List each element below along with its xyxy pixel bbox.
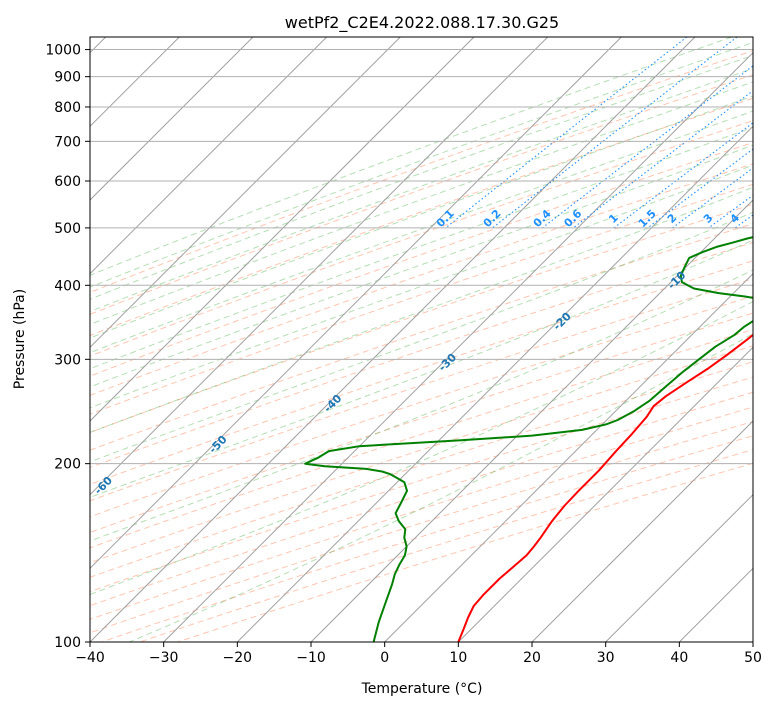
dry-adiabat bbox=[90, 329, 753, 549]
axes: −40 −30 −20 −10 0 10 20 30 40 50 100 200 300 400 500 60… bbox=[45, 36, 762, 666]
x-tick-label: −30 bbox=[149, 650, 179, 666]
x-tick-label: −10 bbox=[296, 650, 326, 666]
isotherm-line bbox=[90, 37, 475, 422]
x-tick-label: 0 bbox=[380, 650, 389, 666]
isotherm-line bbox=[90, 37, 622, 570]
isotherm-line bbox=[163, 51, 753, 642]
x-tick-label: 50 bbox=[744, 650, 762, 666]
x-tick-label: 20 bbox=[523, 650, 541, 666]
moist-adiabat bbox=[90, 41, 753, 288]
y-axis-title: Pressure (hPa) bbox=[12, 289, 28, 389]
y-tick-label: 700 bbox=[54, 134, 81, 150]
x-tick-label: 10 bbox=[449, 650, 467, 666]
y-tick-label: 600 bbox=[54, 174, 81, 190]
y-tick-label: 200 bbox=[54, 457, 81, 473]
dry-adiabat bbox=[90, 142, 753, 377]
isotherm-line bbox=[90, 37, 549, 496]
mixing-ratio-line bbox=[542, 65, 753, 229]
isotherm-line bbox=[90, 37, 328, 275]
dry-adiabat bbox=[90, 50, 753, 293]
moist-adiabat bbox=[90, 54, 753, 300]
mixing-ratio-line bbox=[613, 122, 753, 229]
isotherm-line bbox=[384, 272, 753, 642]
dry-adiabat bbox=[90, 183, 753, 415]
moist-adiabat bbox=[90, 239, 753, 498]
dry-adiabat bbox=[139, 449, 753, 642]
moist-adiabat bbox=[90, 144, 753, 388]
dry-adiabat bbox=[90, 97, 753, 337]
moist-adiabat bbox=[90, 126, 753, 370]
isotherm-line bbox=[90, 37, 401, 349]
isotherm-line bbox=[531, 420, 753, 642]
moist-adiabat bbox=[90, 301, 753, 596]
dewpoint-profile bbox=[304, 236, 753, 642]
moist-adiabat bbox=[90, 37, 732, 276]
chart-title: wetPf2_C2E4.2022.088.17.30.G25 bbox=[285, 13, 559, 33]
isotherm-line bbox=[457, 346, 753, 642]
dry-adiabat bbox=[101, 435, 753, 642]
dry-adiabat bbox=[90, 361, 753, 578]
isotherm-line bbox=[310, 199, 753, 642]
moist-adiabat bbox=[90, 164, 753, 409]
mixing-ratio-line bbox=[445, 37, 688, 229]
moist-adiabat bbox=[90, 67, 753, 313]
y-tick-label: 300 bbox=[54, 352, 81, 368]
moist-adiabat bbox=[90, 110, 753, 354]
x-axis-title: Temperature (°C) bbox=[361, 681, 483, 697]
moist-adiabat bbox=[129, 333, 753, 642]
y-tick-label: 1000 bbox=[45, 43, 81, 59]
plot-frame bbox=[89, 36, 754, 643]
y-tick-label: 400 bbox=[54, 278, 81, 294]
dry-adiabat bbox=[90, 120, 753, 357]
mixing-ratio-line bbox=[672, 167, 753, 229]
y-tick-label: 800 bbox=[54, 100, 81, 116]
moist-adiabat bbox=[90, 186, 753, 433]
dry-adiabat bbox=[177, 462, 753, 642]
dry-adiabat bbox=[90, 163, 753, 396]
x-tick-label: 30 bbox=[597, 650, 615, 666]
y-tick-label: 100 bbox=[54, 635, 81, 651]
dry-adiabat bbox=[90, 345, 753, 564]
x-tick-label: −20 bbox=[223, 650, 253, 666]
y-tick-label: 500 bbox=[54, 221, 81, 237]
isotherm-line bbox=[90, 37, 254, 201]
moist-adiabat bbox=[90, 211, 753, 463]
isotherm-line bbox=[605, 493, 753, 642]
x-tick-label: 40 bbox=[670, 650, 688, 666]
isotherm-line bbox=[236, 125, 753, 642]
y-tick-label: 900 bbox=[54, 70, 81, 86]
x-tick-label: −40 bbox=[75, 650, 105, 666]
isotherm-line bbox=[90, 37, 696, 642]
temperature-profile bbox=[457, 333, 753, 642]
